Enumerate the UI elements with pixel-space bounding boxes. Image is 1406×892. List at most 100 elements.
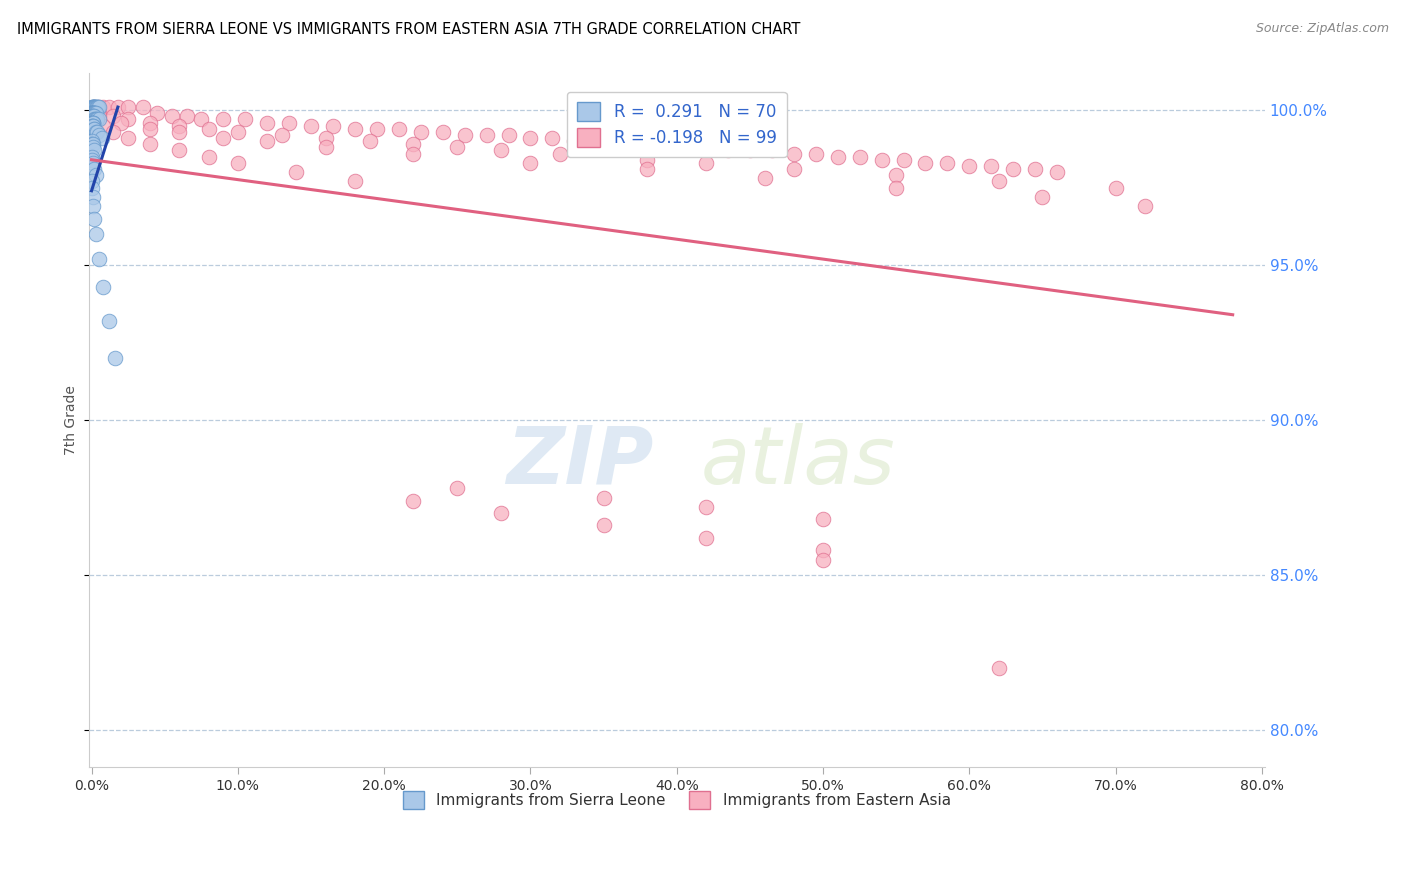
Point (80, 106, 103, 120)
Point (278, 115, 301, 129)
Point (83, 106, 105, 120)
Point (315, 140, 337, 154)
Point (84, 112, 107, 127)
Text: Source: ZipAtlas.com: Source: ZipAtlas.com (1256, 22, 1389, 36)
Point (884, 168, 907, 182)
Point (987, 174, 1010, 188)
Point (110, 115, 132, 129)
Point (139, 137, 162, 152)
Point (562, 134, 585, 148)
Point (299, 119, 322, 133)
Point (359, 134, 381, 148)
Point (987, 661, 1010, 675)
Point (628, 137, 651, 152)
Point (827, 150, 849, 164)
Point (160, 109, 183, 123)
Point (914, 156, 936, 170)
Point (811, 512, 834, 526)
Point (139, 121, 162, 136)
Point (139, 115, 162, 129)
Point (83, 100, 105, 114)
Point (83, 109, 105, 123)
Point (446, 140, 468, 154)
Point (673, 140, 696, 154)
Point (212, 112, 235, 127)
Point (738, 144, 761, 158)
Point (804, 146, 827, 161)
Point (83, 100, 105, 114)
Point (197, 150, 219, 164)
Point (104, 351, 127, 365)
Point (80, 109, 103, 123)
Point (83, 144, 105, 158)
Point (132, 100, 155, 114)
Point (84, 100, 107, 114)
Point (475, 128, 498, 142)
Point (783, 146, 806, 161)
Point (82, 106, 104, 120)
Point (82, 115, 104, 129)
Point (893, 153, 915, 167)
Point (519, 131, 541, 145)
Point (83, 211, 105, 226)
Point (366, 121, 388, 136)
Point (80, 115, 103, 129)
Point (87, 100, 110, 114)
Point (84, 106, 107, 120)
Point (83, 112, 105, 127)
Point (519, 156, 541, 170)
Point (695, 140, 717, 154)
Point (87, 100, 110, 114)
Point (86, 100, 108, 114)
Point (117, 131, 139, 145)
Y-axis label: 7th Grade: 7th Grade (65, 385, 79, 455)
Point (446, 481, 468, 495)
Point (82, 100, 104, 114)
Point (98, 100, 121, 114)
Point (212, 131, 235, 145)
Point (146, 106, 169, 120)
Point (82, 137, 104, 152)
Point (117, 112, 139, 127)
Point (169, 119, 191, 133)
Point (83, 121, 105, 136)
Point (637, 153, 659, 167)
Point (80, 150, 103, 164)
Point (957, 159, 980, 173)
Point (83, 100, 105, 114)
Point (82, 190, 104, 204)
Point (83, 162, 105, 177)
Point (176, 109, 198, 123)
Point (82, 106, 104, 120)
Point (84, 125, 107, 139)
Point (80, 174, 103, 188)
Point (1031, 190, 1053, 204)
Point (402, 137, 425, 152)
Point (1046, 165, 1069, 179)
Point (82, 106, 104, 120)
Point (83, 106, 105, 120)
Point (82, 156, 104, 170)
Point (87, 100, 110, 114)
Point (343, 174, 366, 188)
Point (197, 121, 219, 136)
Point (86, 100, 108, 114)
Point (103, 109, 125, 123)
Point (409, 125, 432, 139)
Text: IMMIGRANTS FROM SIERRA LEONE VS IMMIGRANTS FROM EASTERN ASIA 7TH GRADE CORRELATI: IMMIGRANTS FROM SIERRA LEONE VS IMMIGRAN… (17, 22, 800, 37)
Point (98, 314, 121, 328)
Point (717, 144, 740, 158)
Point (541, 131, 564, 145)
Point (695, 156, 717, 170)
Point (90, 131, 112, 145)
Point (980, 159, 1002, 173)
Point (169, 144, 191, 158)
Point (82, 180, 104, 194)
Point (82, 115, 104, 129)
Point (453, 128, 475, 142)
Point (695, 531, 717, 545)
Point (83, 106, 105, 120)
Point (84, 227, 107, 242)
Point (1024, 162, 1046, 177)
Point (103, 125, 125, 139)
